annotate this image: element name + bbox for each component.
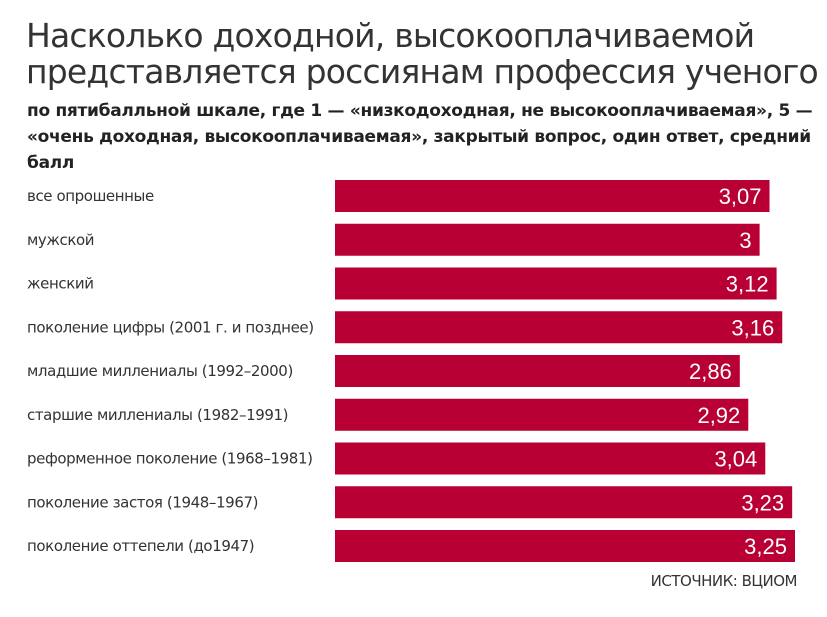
bar xyxy=(335,486,793,519)
bar xyxy=(335,398,749,431)
value-label: 2,92 xyxy=(697,403,740,428)
bar xyxy=(335,355,740,387)
value-label: 3,23 xyxy=(741,490,784,515)
category-label: поколение цифры (2001 г. и позднее) xyxy=(27,318,314,336)
value-label: 3,07 xyxy=(719,184,762,209)
value-label: 2,86 xyxy=(689,359,732,384)
value-label: 3,12 xyxy=(726,272,769,297)
value-label: 3,25 xyxy=(744,534,787,559)
value-label: 3,16 xyxy=(731,315,774,340)
category-label: женский xyxy=(27,275,94,293)
chart-title: Насколько доходной, высокооплачиваемой п… xyxy=(26,16,819,91)
category-label: младшие миллениалы (1992–2000) xyxy=(27,362,293,380)
bar xyxy=(335,311,783,344)
category-label: поколение застоя (1948–1967) xyxy=(27,493,258,511)
source-note: ИСТОЧНИК: ВЦИОМ xyxy=(650,572,798,590)
value-label: 3,04 xyxy=(714,447,757,472)
bar xyxy=(335,180,770,212)
bar xyxy=(335,267,777,300)
category-label: все опрошенные xyxy=(27,187,154,205)
bar xyxy=(335,223,760,256)
bar xyxy=(335,442,766,475)
category-label: поколение оттепели (до1947) xyxy=(27,537,254,555)
bar xyxy=(335,530,795,562)
category-label: реформенное поколение (1968–1981) xyxy=(27,450,313,468)
category-label: мужской xyxy=(27,231,94,249)
category-label: старшие миллениалы (1982–1991) xyxy=(27,406,288,424)
chart-subtitle: по пятибалльной шкале, где 1 — «низкодох… xyxy=(27,101,813,173)
value-label: 3 xyxy=(739,228,751,253)
